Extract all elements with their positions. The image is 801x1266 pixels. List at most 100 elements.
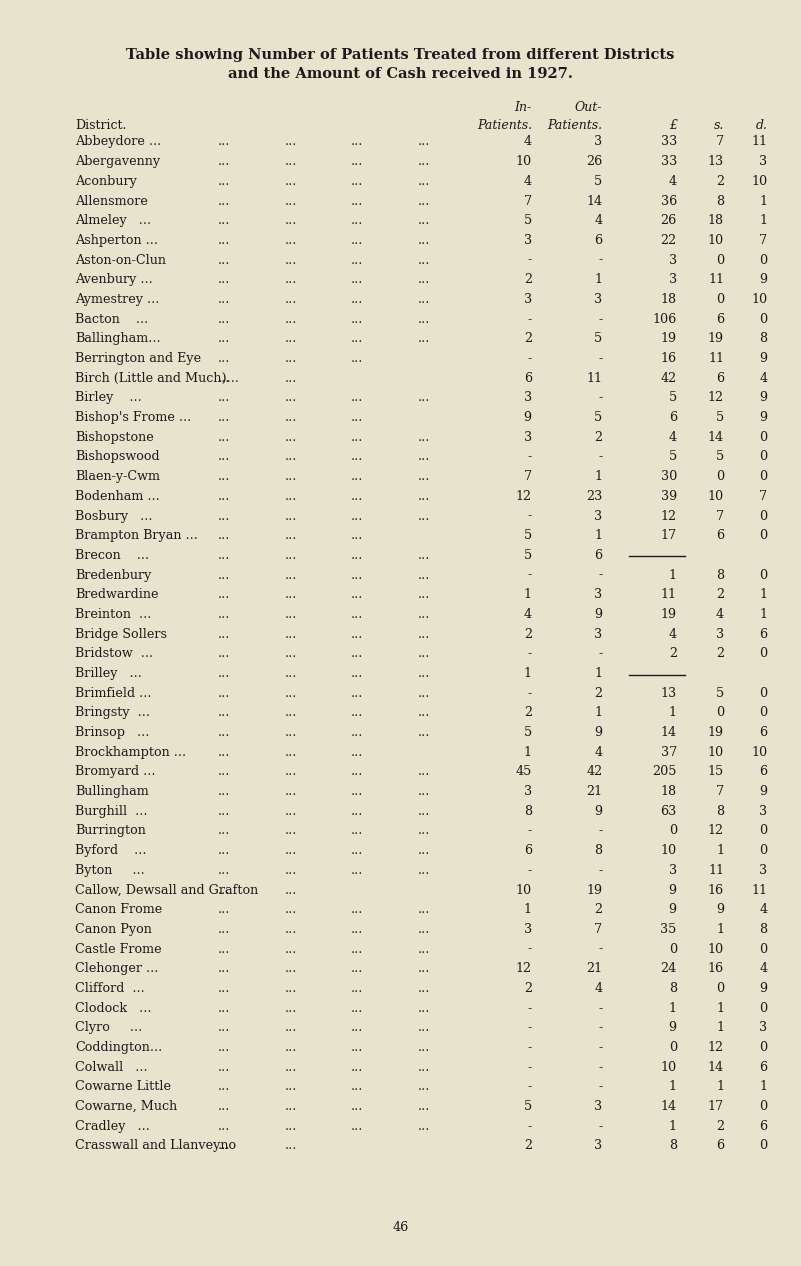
Text: ...: ... (351, 273, 363, 286)
Text: ...: ... (218, 863, 230, 877)
Text: ...: ... (351, 1022, 363, 1034)
Text: 10: 10 (751, 746, 767, 758)
Text: 8: 8 (594, 844, 602, 857)
Text: 35: 35 (661, 923, 677, 936)
Text: ...: ... (417, 568, 429, 581)
Text: 11: 11 (708, 273, 724, 286)
Text: ...: ... (351, 156, 363, 168)
Text: ...: ... (218, 647, 230, 661)
Text: ...: ... (417, 470, 429, 484)
Text: ...: ... (417, 589, 429, 601)
Text: 1: 1 (759, 195, 767, 208)
Text: 8: 8 (669, 1139, 677, 1152)
Text: ...: ... (218, 234, 230, 247)
Text: ...: ... (351, 1080, 363, 1094)
Text: 3: 3 (594, 589, 602, 601)
Text: 9: 9 (759, 411, 767, 424)
Text: 0: 0 (759, 253, 767, 267)
Text: 1: 1 (524, 589, 532, 601)
Text: 11: 11 (751, 884, 767, 896)
Text: 9: 9 (716, 903, 724, 917)
Text: ...: ... (284, 549, 296, 562)
Text: 6: 6 (716, 1139, 724, 1152)
Text: 1: 1 (594, 470, 602, 484)
Text: ...: ... (351, 1061, 363, 1074)
Text: Cradley   ...: Cradley ... (75, 1119, 150, 1133)
Text: 12: 12 (708, 391, 724, 404)
Text: ...: ... (351, 234, 363, 247)
Text: 3: 3 (669, 253, 677, 267)
Text: Breinton  ...: Breinton ... (75, 608, 151, 620)
Text: 42: 42 (661, 372, 677, 385)
Text: -: - (598, 451, 602, 463)
Text: ...: ... (218, 725, 230, 739)
Text: ...: ... (218, 430, 230, 444)
Text: ...: ... (417, 1061, 429, 1074)
Text: Bodenham ...: Bodenham ... (75, 490, 160, 503)
Text: ...: ... (417, 863, 429, 877)
Text: 16: 16 (661, 352, 677, 365)
Text: ...: ... (218, 943, 230, 956)
Text: 9: 9 (759, 391, 767, 404)
Text: ...: ... (351, 667, 363, 680)
Text: ...: ... (284, 372, 296, 385)
Text: 0: 0 (759, 943, 767, 956)
Text: Bishop's Frome ...: Bishop's Frome ... (75, 411, 191, 424)
Text: ...: ... (218, 706, 230, 719)
Text: 3: 3 (594, 509, 602, 523)
Text: Blaen-y-Cwm: Blaen-y-Cwm (75, 470, 160, 484)
Text: ...: ... (351, 824, 363, 838)
Text: 0: 0 (759, 647, 767, 661)
Text: ...: ... (284, 686, 296, 700)
Text: -: - (528, 943, 532, 956)
Text: ...: ... (351, 313, 363, 325)
Text: 5: 5 (524, 529, 532, 542)
Text: Canon Pyon: Canon Pyon (75, 923, 152, 936)
Text: 17: 17 (708, 1100, 724, 1113)
Text: ...: ... (218, 253, 230, 267)
Text: 9: 9 (594, 608, 602, 620)
Text: 5: 5 (524, 214, 532, 227)
Text: ...: ... (284, 470, 296, 484)
Text: 5: 5 (716, 451, 724, 463)
Text: ...: ... (284, 195, 296, 208)
Text: Clifford  ...: Clifford ... (75, 982, 145, 995)
Text: ...: ... (351, 529, 363, 542)
Text: 5: 5 (669, 451, 677, 463)
Text: 19: 19 (661, 332, 677, 346)
Text: 30: 30 (661, 470, 677, 484)
Text: ...: ... (351, 292, 363, 306)
Text: 4: 4 (759, 962, 767, 975)
Text: ...: ... (284, 725, 296, 739)
Text: ...: ... (284, 884, 296, 896)
Text: 10: 10 (708, 490, 724, 503)
Text: 19: 19 (708, 332, 724, 346)
Text: ...: ... (284, 962, 296, 975)
Text: 18: 18 (661, 292, 677, 306)
Text: 0: 0 (759, 470, 767, 484)
Text: ...: ... (284, 175, 296, 187)
Text: ...: ... (351, 568, 363, 581)
Text: 3: 3 (524, 234, 532, 247)
Text: ...: ... (417, 686, 429, 700)
Text: ...: ... (284, 509, 296, 523)
Text: ...: ... (218, 824, 230, 838)
Text: Bosbury   ...: Bosbury ... (75, 509, 153, 523)
Text: 16: 16 (708, 884, 724, 896)
Text: 10: 10 (751, 175, 767, 187)
Text: ...: ... (218, 844, 230, 857)
Text: £: £ (669, 119, 677, 132)
Text: 4: 4 (669, 430, 677, 444)
Text: 3: 3 (524, 292, 532, 306)
Text: -: - (528, 1041, 532, 1055)
Text: ...: ... (284, 1119, 296, 1133)
Text: 9: 9 (759, 785, 767, 798)
Text: 5: 5 (594, 332, 602, 346)
Text: 10: 10 (516, 156, 532, 168)
Text: ...: ... (218, 273, 230, 286)
Text: ...: ... (284, 923, 296, 936)
Text: 4: 4 (594, 982, 602, 995)
Text: ...: ... (284, 214, 296, 227)
Text: 1: 1 (716, 1080, 724, 1094)
Text: 46: 46 (392, 1222, 409, 1234)
